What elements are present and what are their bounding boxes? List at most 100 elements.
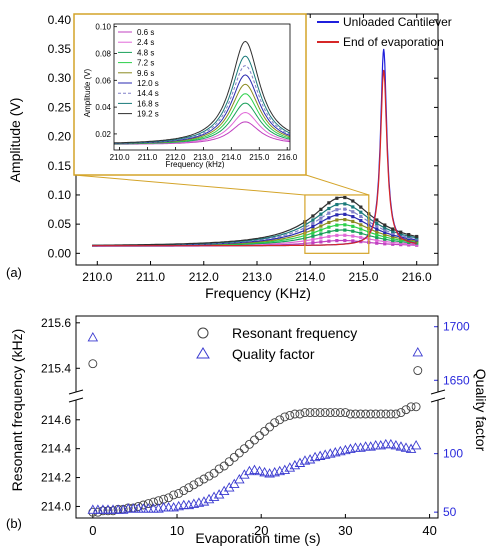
panel-b-ylabel-left: Resonant frequency (kHz) — [9, 329, 25, 492]
panel-a-data-point — [319, 216, 323, 220]
axis-break-marks — [68, 389, 446, 403]
resonant-frequency-point — [199, 474, 209, 484]
inset-legend-label: 19.2 s — [137, 110, 159, 119]
panel-a-data-point — [391, 233, 395, 237]
panel-a-data-point — [335, 223, 339, 227]
panel-a-data-point — [335, 202, 339, 207]
panel-b-ytick-label: 214.2 — [41, 471, 71, 485]
inset-xtick-label: 215.0 — [249, 153, 270, 162]
resonant-frequency-point — [315, 408, 325, 418]
panel-b-ytick-label: 214.4 — [41, 442, 71, 456]
panel-a-data-point — [319, 207, 323, 211]
panel-a-data-point — [399, 232, 403, 236]
quality-factor-point — [97, 504, 109, 514]
panel-a-data-point — [359, 205, 363, 209]
panel-a-label: (a) — [6, 265, 22, 280]
panel-a-data-point — [351, 224, 355, 228]
inset-xtick-label: 214.0 — [221, 153, 242, 162]
inset-legend-label: 9.6 s — [137, 69, 154, 78]
resonant-frequency-point — [214, 464, 224, 474]
inset-ytick-label: 0.10 — [95, 23, 111, 32]
panel-b-ytick-label: 215.6 — [41, 316, 71, 330]
resonant-frequency-point — [345, 409, 355, 419]
panel-a-data-point — [383, 237, 387, 241]
resonant-frequency-point — [138, 500, 148, 510]
panel-b: 0 10 20 30 40 215.4 215.6 214.0 214.2 214.4 214.6 1… — [6, 315, 489, 546]
resonant-frequency-point — [330, 408, 340, 418]
panel-a-data-point — [351, 239, 355, 243]
resonant-frequency-point — [239, 444, 249, 454]
panel-a-data-point — [319, 240, 323, 244]
panel-a-data-point — [391, 229, 395, 233]
quality-factor-point — [360, 441, 371, 451]
resonant-frequency-point — [356, 409, 365, 419]
resonant-frequency-point — [280, 412, 290, 422]
panel-b-ytick-label: 100 — [443, 447, 463, 461]
quality-factor-point — [158, 502, 169, 512]
panel-a-data-point — [319, 220, 323, 224]
resonant-frequency-point — [244, 439, 254, 449]
panel-a-data-point — [343, 228, 347, 232]
panel-a-data-point — [391, 242, 395, 246]
legend-marker-resonant — [197, 327, 209, 339]
panel-a-xtick-label: 211.0 — [136, 270, 165, 284]
resonant-frequency-point — [320, 408, 330, 418]
panel-a-data-point — [375, 221, 379, 226]
quality-factor-point — [370, 440, 381, 450]
panel-a-data-point — [327, 201, 331, 205]
resonant-frequency-point — [376, 409, 386, 419]
panel-a-data-point — [311, 228, 315, 232]
axis-break-slash — [68, 397, 84, 403]
panel-a-data-point — [359, 214, 363, 219]
panel-a-data-point — [351, 210, 355, 214]
quality-factor-point — [234, 473, 245, 484]
inset-chart: 210.0 211.0 212.0 213.0 214.0 215.0 216.0 0.02 0… — [73, 13, 307, 176]
panel-a-xtick-label: 212.0 — [189, 270, 219, 284]
resonant-frequency-point — [229, 452, 239, 462]
inset-ytick-label: 0.06 — [95, 76, 111, 85]
resonant-frequency-point — [310, 408, 320, 418]
quality-factor-point — [133, 503, 144, 513]
panel-b-ytick-label: 214.0 — [41, 499, 71, 513]
resonant-frequency-point — [189, 480, 199, 490]
quality-factor-point — [395, 441, 407, 451]
panel-a-xtick-label: 215.0 — [348, 270, 378, 284]
quality-factor-point — [148, 503, 159, 513]
panel-a-data-point — [359, 240, 363, 244]
panel-a-ytick-label: 0.35 — [48, 42, 72, 56]
panel-a-data-point — [391, 237, 395, 241]
panel-a-data-point — [319, 228, 323, 232]
resonant-frequency-point — [194, 477, 204, 487]
resonant-frequency-point — [255, 431, 264, 441]
panel-a-data-point — [351, 219, 355, 224]
resonant-frequency-point — [401, 405, 411, 415]
panel-a-data-point — [391, 231, 395, 235]
panel-a-ytick-label: 0.00 — [48, 246, 72, 260]
panel-a-data-point — [383, 233, 387, 237]
panel-a-data-point — [327, 234, 331, 239]
quality-factor-point — [203, 493, 215, 504]
panel-a-data-point — [343, 238, 347, 243]
panel-a-data-point — [335, 218, 339, 222]
quality-factor-point — [279, 464, 291, 474]
quality-factor-point — [249, 464, 260, 474]
panel-a-data-point — [319, 224, 323, 228]
panel-a-data-point — [311, 218, 315, 222]
quality-factor-point — [385, 438, 397, 449]
quality-factor-point — [178, 499, 190, 510]
panel-a-data-point — [335, 196, 339, 200]
axis-break-slash — [430, 389, 446, 395]
resonant-frequency-point — [209, 468, 219, 478]
inset-ytick-label: 0.02 — [95, 130, 111, 139]
inset-xtick-label: 212.0 — [165, 153, 186, 162]
panel-a-data-point — [375, 218, 379, 222]
quality-factor-point — [102, 504, 114, 514]
quality-factor-point — [380, 438, 392, 449]
panel-a-data-point — [375, 233, 379, 237]
panel-b-ytick-label: 214.6 — [41, 413, 71, 427]
inset-ytick-label: 0.08 — [95, 49, 111, 58]
quality-factor-point — [294, 457, 306, 467]
resonant-frequency-point — [300, 408, 310, 418]
quality-factor-point — [107, 504, 119, 514]
panel-a-data-point — [343, 202, 347, 206]
